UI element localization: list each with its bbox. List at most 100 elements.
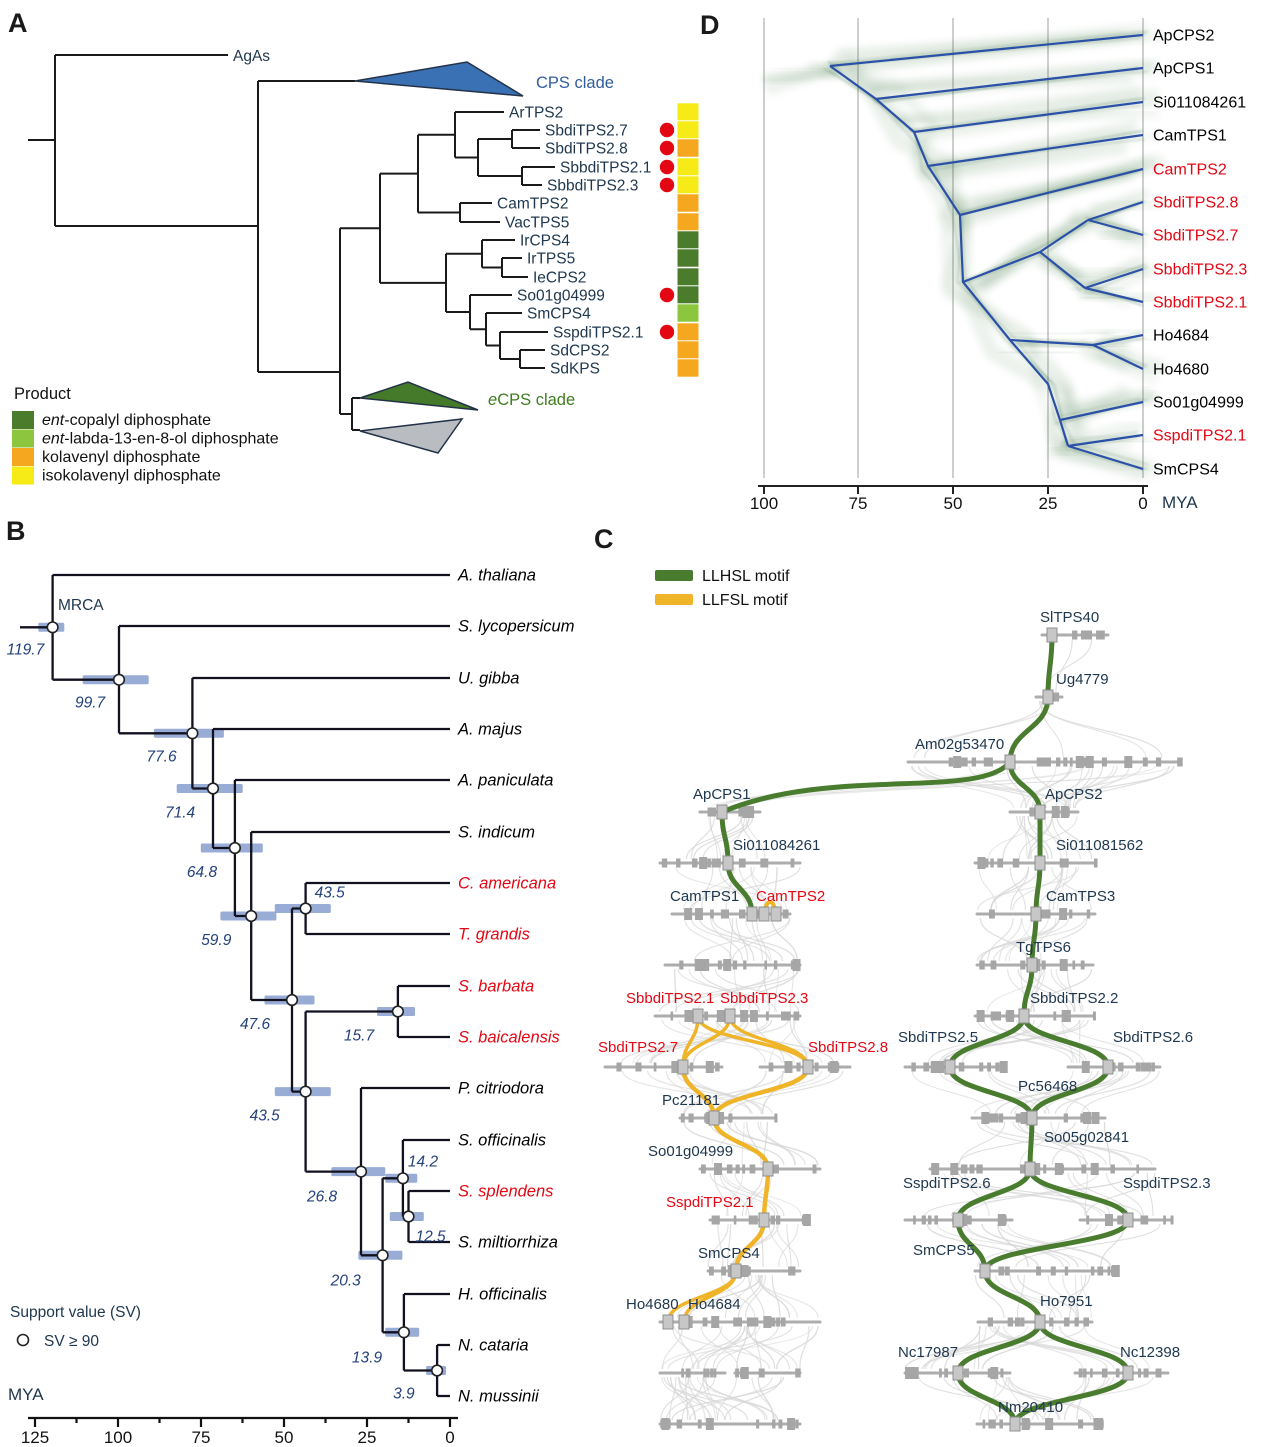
gene-tick	[969, 1164, 975, 1174]
motif-ribbon	[1027, 1166, 1131, 1223]
consensus-tree-path	[1059, 400, 1144, 422]
synteny-background-ribbon	[983, 1121, 1153, 1166]
gene-tick	[661, 858, 668, 868]
densitree-cloud-path	[1060, 397, 1140, 418]
gene-tick	[1075, 756, 1084, 768]
taxon-label-a: SbbdiTPS2.3	[547, 178, 638, 195]
gene-tick	[988, 1419, 995, 1429]
taxon-label-d: SbdiTPS2.7	[1153, 228, 1238, 245]
gene-tick	[998, 1011, 1002, 1021]
synteny-background-ribbon	[692, 866, 755, 911]
species-label: T. grandis	[458, 926, 530, 944]
gene-tick	[931, 1163, 940, 1175]
motif-ribbon	[719, 759, 1013, 815]
gene-tick	[997, 1214, 1006, 1226]
gene-tick	[706, 1368, 710, 1378]
synteny-background-ribbon	[731, 1223, 776, 1268]
species-label: P. citriodora	[458, 1080, 544, 1098]
taxon-label-a: SbdiTPS2.8	[545, 141, 628, 158]
consensus-tree-path	[1039, 251, 1086, 289]
legend-swatch-kolavenyl	[12, 448, 34, 466]
synteny-background-ribbon	[1017, 968, 1069, 1013]
taxon-label-d: SbbdiTPS2.3	[1153, 262, 1247, 279]
node-age-label: 119.7	[7, 641, 46, 658]
synteny-background-ribbon	[715, 1019, 766, 1064]
product-square	[676, 138, 700, 158]
gene-tick	[635, 1062, 639, 1072]
synteny-background-ribbon	[678, 1376, 696, 1421]
gene-tick	[723, 959, 732, 971]
synteny-background-ribbon	[718, 866, 748, 911]
synteny-background-ribbon	[1058, 1325, 1138, 1370]
anchor-gene-box	[1122, 1212, 1134, 1228]
d-tick-25: 25	[1039, 494, 1058, 513]
synteny-background-ribbon	[1006, 765, 1027, 809]
b-tick-25: 25	[358, 1428, 377, 1447]
motif-ribbon	[1037, 1319, 1131, 1376]
synteny-background-ribbon	[778, 1223, 799, 1268]
anchor-gene-box	[677, 1059, 689, 1075]
synteny-background-ribbon	[756, 917, 768, 962]
synteny-background-ribbon	[729, 917, 755, 962]
gene-tick	[711, 1215, 717, 1225]
red-dot	[659, 159, 675, 175]
gene-tick	[1059, 959, 1068, 971]
gene-tick	[1072, 960, 1076, 970]
gene-tick	[983, 757, 990, 767]
gene-tick	[705, 1061, 714, 1073]
synteny-background-ribbon	[621, 1070, 753, 1115]
anchor-gene-box	[802, 1059, 814, 1075]
gene-tick	[1049, 1317, 1054, 1327]
gene-label: SbdiTPS2.6	[1113, 1029, 1193, 1046]
cps-clade-label: CPS clade	[536, 74, 614, 92]
b-tick-75: 75	[192, 1428, 211, 1447]
gene-tick	[738, 858, 744, 868]
synteny-background-ribbon	[950, 1172, 1134, 1217]
densitree-cloud-path	[828, 68, 1068, 450]
gene-tick	[1043, 1164, 1047, 1174]
gene-tick	[1124, 756, 1133, 768]
anchor-gene-box	[746, 906, 758, 922]
gene-tick	[733, 1317, 737, 1327]
consensus-tree-path	[1087, 200, 1144, 222]
synteny-background-ribbon	[1025, 917, 1057, 962]
gene-tick	[784, 1061, 793, 1073]
synteny-background-ribbon	[632, 1019, 744, 1064]
gene-tick	[790, 858, 795, 868]
red-dot	[659, 140, 675, 156]
red-dot	[659, 177, 675, 193]
synteny-background-ribbon	[1069, 1274, 1087, 1319]
support-node-circle	[431, 1364, 444, 1377]
synteny-background-ribbon	[1055, 968, 1084, 1013]
gene-tick	[997, 858, 1003, 868]
gene-tick	[987, 1368, 993, 1378]
gene-tick	[1080, 1113, 1083, 1123]
outgroup-label: AgAs	[233, 48, 270, 65]
legend-label-ent-copalyl: ent-copalyl diphosphate	[42, 412, 211, 429]
synteny-background-ribbon	[1062, 1274, 1080, 1319]
gene-tick	[958, 757, 963, 767]
synteny-background-ribbon	[714, 968, 800, 1013]
densitree-cloud-path	[1099, 261, 1161, 300]
synteny-background-ribbon	[1064, 765, 1118, 809]
densitree-cloud-path	[872, 70, 1149, 101]
legend-swatch-ent-copalyl	[12, 411, 34, 429]
synteny-background-ribbon	[998, 917, 1023, 962]
densitree-cloud-path	[1089, 217, 1133, 249]
synteny-background-ribbon	[1042, 765, 1175, 809]
synteny-background-ribbon	[910, 765, 1067, 809]
synteny-background-ribbon	[942, 1019, 1081, 1064]
gene-tick	[1078, 1419, 1084, 1429]
synteny-background-ribbon	[977, 866, 1080, 911]
synteny-background-ribbon	[993, 1376, 1092, 1421]
synteny-background-ribbon	[733, 968, 741, 1013]
gene-tick	[990, 1317, 993, 1327]
gene-tick	[1045, 1418, 1054, 1430]
product-square	[676, 120, 700, 140]
densitree-cloud-path	[959, 167, 1138, 213]
gene-tick	[995, 1011, 1000, 1021]
synteny-background-ribbon	[748, 765, 1086, 809]
densitree-cloud-path	[1098, 345, 1147, 369]
synteny-background-ribbon	[977, 1325, 981, 1370]
synteny-background-ribbon	[675, 1070, 762, 1115]
